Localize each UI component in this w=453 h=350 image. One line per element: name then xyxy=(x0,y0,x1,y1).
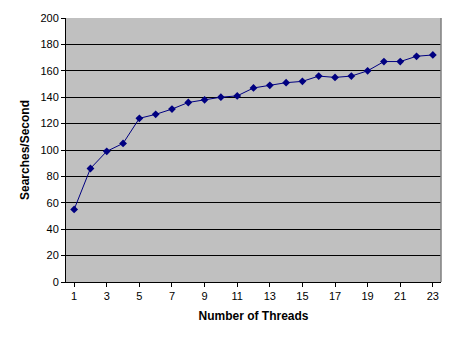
svg-text:Number of Threads: Number of Threads xyxy=(198,309,308,323)
svg-text:0: 0 xyxy=(53,276,59,288)
svg-text:5: 5 xyxy=(136,290,142,302)
svg-text:21: 21 xyxy=(394,290,406,302)
svg-text:17: 17 xyxy=(329,290,341,302)
svg-text:100: 100 xyxy=(40,144,58,156)
svg-text:3: 3 xyxy=(104,290,110,302)
svg-text:9: 9 xyxy=(202,290,208,302)
svg-text:Searches/Second: Searches/Second xyxy=(18,100,32,200)
svg-text:20: 20 xyxy=(47,249,59,261)
svg-text:13: 13 xyxy=(264,290,276,302)
svg-text:140: 140 xyxy=(40,91,58,103)
svg-text:120: 120 xyxy=(40,117,58,129)
svg-text:60: 60 xyxy=(47,197,59,209)
svg-text:160: 160 xyxy=(40,65,58,77)
svg-text:200: 200 xyxy=(40,12,58,24)
svg-text:7: 7 xyxy=(169,290,175,302)
svg-text:15: 15 xyxy=(296,290,308,302)
svg-text:23: 23 xyxy=(427,290,439,302)
svg-text:11: 11 xyxy=(231,290,242,302)
svg-text:80: 80 xyxy=(47,170,59,182)
svg-text:40: 40 xyxy=(47,223,59,235)
svg-text:180: 180 xyxy=(40,38,58,50)
svg-text:19: 19 xyxy=(362,290,374,302)
svg-text:1: 1 xyxy=(71,290,77,302)
